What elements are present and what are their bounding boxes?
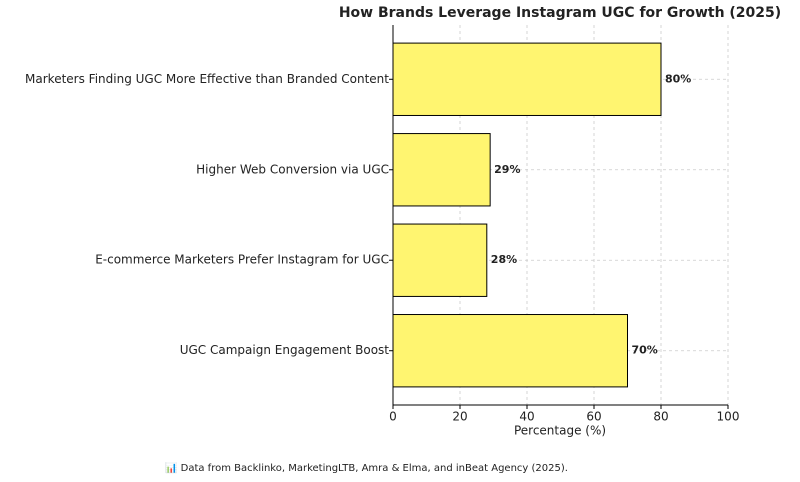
x-axis-label: Percentage (%) (514, 424, 606, 438)
bar (392, 223, 488, 297)
y-tick-label: E-commerce Marketers Prefer Instagram fo… (95, 253, 389, 267)
value-label: 70% (632, 344, 658, 357)
bar (392, 133, 491, 207)
x-tick-label: 60 (586, 410, 601, 424)
chart-title: How Brands Leverage Instagram UGC for Gr… (339, 5, 781, 21)
bar (392, 42, 662, 116)
x-tick-label: 20 (452, 410, 467, 424)
y-tick-label: Marketers Finding UGC More Effective tha… (25, 72, 389, 86)
value-label: 28% (491, 253, 517, 266)
footnote: 📊 Data from Backlinko, MarketingLTB, Amr… (165, 461, 568, 474)
value-label: 29% (494, 163, 520, 176)
x-tick-label: 40 (519, 410, 534, 424)
bar (392, 314, 628, 388)
value-label: 80% (665, 72, 691, 85)
y-tick-label: UGC Campaign Engagement Boost (180, 343, 390, 357)
x-tick-label: 80 (653, 410, 668, 424)
y-tick-label: Higher Web Conversion via UGC (196, 162, 389, 176)
x-tick-label: 0 (389, 410, 397, 424)
x-tick-label: 100 (717, 410, 740, 424)
